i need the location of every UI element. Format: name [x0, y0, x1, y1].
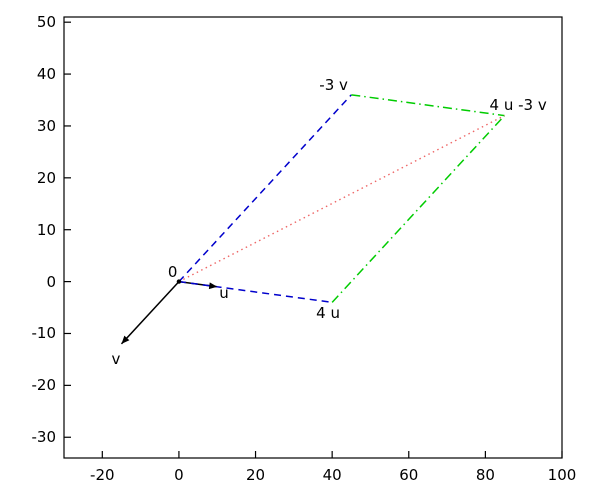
point-label-u: u	[219, 283, 229, 302]
x-axis-tick-label: -20	[90, 466, 115, 484]
x-axis-tick-label: 40	[322, 466, 342, 484]
y-axis-tick-label: 50	[36, 13, 56, 32]
y-axis-tick-label: 20	[36, 168, 56, 187]
x-axis-tick-label: 100	[547, 466, 577, 484]
y-axis-tick-label: -20	[31, 376, 57, 395]
series-red-dotted-resultant	[178, 114, 505, 283]
origin-marker	[176, 279, 182, 284]
point-label-origin: 0	[167, 262, 178, 281]
y-axis-tick-label: 30	[36, 116, 56, 135]
series-blue-dashed-minus3v	[178, 94, 352, 283]
arrowhead-v	[121, 335, 130, 344]
x-axis-tick-label: 20	[245, 466, 266, 484]
series-blue-dashed-4u	[178, 280, 333, 304]
point-label--3v: -3 v	[319, 75, 348, 94]
point-label-4u-3v: 4 u -3 v	[489, 95, 547, 114]
x-axis-tick-label: 60	[399, 466, 419, 484]
arrowhead-u	[208, 282, 218, 290]
axis-ticks	[64, 21, 563, 458]
x-axis-tick-label: 0	[174, 466, 184, 484]
y-axis-tick-label: 40	[36, 65, 56, 84]
series-green-dashdot-top	[351, 94, 505, 117]
point-label-v: v	[111, 349, 121, 368]
data-lines	[120, 94, 506, 345]
y-axis-tick-label: 10	[36, 220, 56, 239]
y-axis-tick-label: -30	[31, 428, 57, 447]
x-axis-tick-label: 80	[475, 466, 495, 484]
y-axis-tick-label: -10	[31, 324, 57, 343]
point-label-4u: 4 u	[316, 304, 340, 323]
data-markers	[121, 279, 218, 344]
series-green-dashdot-bottom	[331, 115, 506, 303]
y-axis-tick-label: 0	[46, 272, 56, 291]
series-v-vector	[120, 281, 180, 345]
plot-frame	[63, 16, 563, 459]
